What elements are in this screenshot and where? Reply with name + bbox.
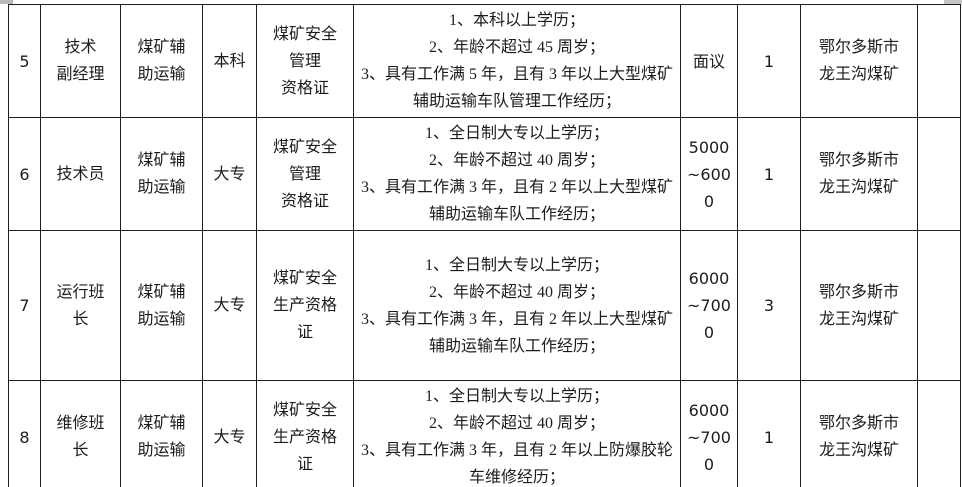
cell-requirements: 1、全日制大专以上学历； 2、年龄不超过 40 周岁； 3、具有工作满 3 年，… xyxy=(353,230,681,381)
cell-certificate: 煤矿安全 管理 资格证 xyxy=(256,4,354,118)
requirement-item: 1、本科以上学历； xyxy=(448,12,585,29)
cell-headcount: 1 xyxy=(737,4,801,118)
cell-position: 技术 副经理 xyxy=(40,4,121,118)
cell-salary: 6000~7000 xyxy=(680,230,738,381)
cell-education: 大专 xyxy=(202,117,257,231)
requirement-item: 3、具有工作满 3 年，且有 2 年以上大型煤矿辅助运输车队工作经历； xyxy=(360,310,673,355)
cell-education: 大专 xyxy=(202,380,257,487)
cell-location: 鄂尔多斯市 龙王沟煤矿 xyxy=(800,117,918,231)
requirement-item: 3、具有工作满 5 年，且有 3 年以上大型煤矿辅助运输车队管理工作经历； xyxy=(360,66,673,110)
requirement-item: 3、具有工作满 3 年，且有 2 年以上大型煤矿辅助运输车队工作经历； xyxy=(360,179,673,223)
requirement-item: 2、年龄不超过 40 周岁； xyxy=(428,152,605,169)
cell-position: 运行班 长 xyxy=(40,230,121,381)
table-row: 8 维修班 长 煤矿辅 助运输 大专 煤矿安全 生产资格 证 1、全日制大专以上… xyxy=(8,380,961,487)
cell-salary: 6000~7000 xyxy=(680,380,738,487)
cell-note xyxy=(917,230,961,381)
cell-position: 技术员 xyxy=(40,117,121,231)
cell-education: 本科 xyxy=(202,4,257,118)
cell-row-no: 7 xyxy=(8,230,41,381)
cell-row-no: 6 xyxy=(8,117,41,231)
cell-requirements: 1、本科以上学历； 2、年龄不超过 45 周岁； 3、具有工作满 5 年，且有 … xyxy=(353,4,681,118)
cell-position: 维修班 长 xyxy=(40,380,121,487)
cell-department: 煤矿辅 助运输 xyxy=(120,230,203,381)
cell-department: 煤矿辅 助运输 xyxy=(120,380,203,487)
recruitment-table: 5 技术 副经理 煤矿辅 助运输 本科 煤矿安全 管理 资格证 1、本科以上学历… xyxy=(8,4,961,487)
cell-row-no: 5 xyxy=(8,4,41,118)
requirement-item: 1、全日制大专以上学历； xyxy=(424,388,609,405)
cell-department: 煤矿辅 助运输 xyxy=(120,117,203,231)
cell-salary: 面议 xyxy=(680,4,738,118)
table-row: 5 技术 副经理 煤矿辅 助运输 本科 煤矿安全 管理 资格证 1、本科以上学历… xyxy=(8,4,961,118)
cell-education: 大专 xyxy=(202,230,257,381)
cell-location: 鄂尔多斯市 龙王沟煤矿 xyxy=(800,230,918,381)
cell-certificate: 煤矿安全 生产资格 证 xyxy=(256,230,354,381)
requirement-item: 2、年龄不超过 40 周岁； xyxy=(428,415,605,432)
table-row: 7 运行班 长 煤矿辅 助运输 大专 煤矿安全 生产资格 证 1、全日制大专以上… xyxy=(8,230,961,381)
cell-note xyxy=(917,380,961,487)
cell-certificate: 煤矿安全 管理 资格证 xyxy=(256,117,354,231)
cell-department: 煤矿辅 助运输 xyxy=(120,4,203,118)
cell-note xyxy=(917,117,961,231)
cell-headcount: 1 xyxy=(737,117,801,231)
cell-note xyxy=(917,4,961,118)
cell-location: 鄂尔多斯市 龙王沟煤矿 xyxy=(800,4,918,118)
requirement-item: 1、全日制大专以上学历； xyxy=(424,256,609,274)
requirement-item: 2、年龄不超过 40 周岁； xyxy=(428,283,605,301)
table-row: 6 技术员 煤矿辅 助运输 大专 煤矿安全 管理 资格证 1、全日制大专以上学历… xyxy=(8,117,961,231)
cell-headcount: 3 xyxy=(737,230,801,381)
requirement-item: 2、年龄不超过 45 周岁； xyxy=(428,39,605,56)
cell-headcount: 1 xyxy=(737,380,801,487)
cell-location: 鄂尔多斯市 龙王沟煤矿 xyxy=(800,380,918,487)
requirement-item: 3、具有工作满 3 年，且有 2 年以上防爆胶轮车维修经历； xyxy=(360,442,673,486)
top-left-edge-artifact xyxy=(0,0,13,4)
top-right-edge-artifact xyxy=(944,0,962,4)
cell-certificate: 煤矿安全 生产资格 证 xyxy=(256,380,354,487)
cell-requirements: 1、全日制大专以上学历； 2、年龄不超过 40 周岁； 3、具有工作满 3 年，… xyxy=(353,380,681,487)
requirement-item: 1、全日制大专以上学历； xyxy=(424,125,609,142)
cell-row-no: 8 xyxy=(8,380,41,487)
cell-salary: 5000~6000 xyxy=(680,117,738,231)
cell-requirements: 1、全日制大专以上学历； 2、年龄不超过 40 周岁； 3、具有工作满 3 年，… xyxy=(353,117,681,231)
